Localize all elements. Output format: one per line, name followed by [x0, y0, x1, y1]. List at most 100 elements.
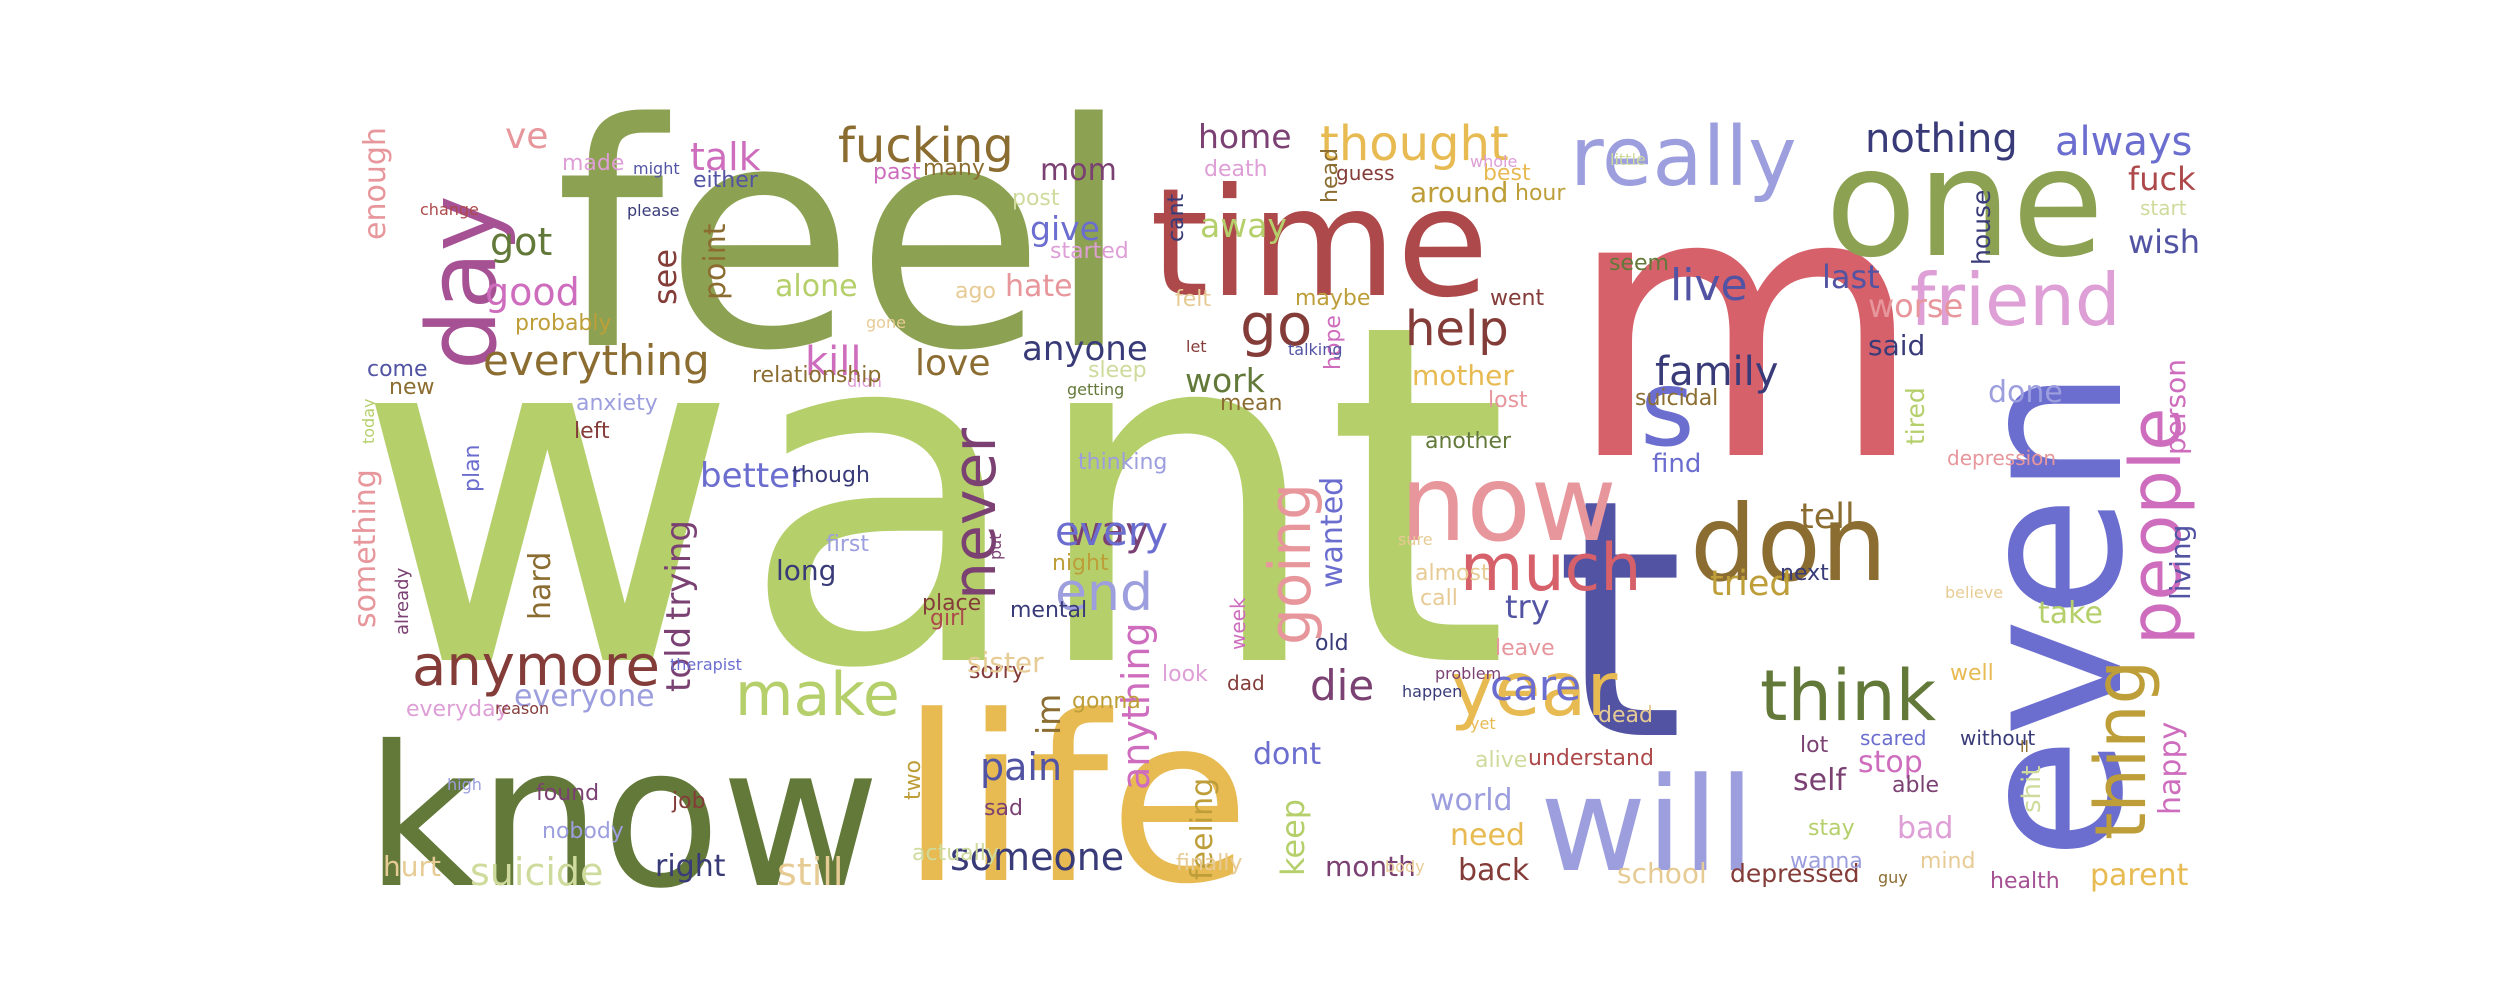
- word-even: even: [1935, 369, 2168, 860]
- word-enough: enough: [358, 127, 393, 240]
- word-work: work: [1185, 361, 1266, 400]
- word-high: high: [447, 775, 482, 794]
- word-next: next: [1780, 561, 1829, 586]
- word-don: don: [1690, 483, 1887, 605]
- word-parent: parent: [2090, 858, 2189, 893]
- word-finally: finally: [1176, 851, 1243, 876]
- word-tell: tell: [1800, 497, 1855, 537]
- word-m: m: [1565, 113, 1925, 543]
- word-plan: plan: [460, 444, 485, 492]
- word-started: started: [1050, 239, 1129, 264]
- word-alive: alive: [1475, 748, 1527, 773]
- word-nothing: nothing: [1865, 116, 2018, 162]
- word-feeling: feeling: [1185, 778, 1220, 880]
- word-today: today: [359, 399, 378, 445]
- word-able: able: [1892, 773, 1939, 798]
- word-month: month: [1325, 850, 1416, 883]
- word-try: try: [1505, 588, 1550, 626]
- word-body: body: [1385, 857, 1425, 876]
- word-week: week: [1226, 597, 1250, 650]
- word-away: away: [1200, 206, 1287, 245]
- word-scared: scared: [1860, 726, 1926, 750]
- word-ve: ve: [505, 116, 548, 157]
- word-everyone: everyone: [514, 679, 655, 714]
- word-everything: everything: [483, 336, 710, 385]
- word-now: now: [1400, 443, 1617, 565]
- word-never: never: [940, 428, 1010, 600]
- word-right: right: [655, 849, 726, 884]
- word-guess: guess: [1336, 161, 1395, 185]
- word-got: got: [490, 220, 552, 264]
- word-gonna: gonna: [1072, 689, 1141, 714]
- word-said: said: [1868, 329, 1925, 362]
- word-getting: getting: [1067, 380, 1124, 399]
- word-house: house: [1967, 190, 1996, 265]
- word-sister: sister: [967, 646, 1044, 679]
- word-change: change: [420, 200, 479, 219]
- word-went: went: [1490, 286, 1544, 311]
- word-head: head: [1318, 148, 1343, 203]
- word-home: home: [1198, 117, 1292, 156]
- word-anything: anything: [1114, 622, 1158, 790]
- word-probably: probably: [515, 311, 612, 336]
- word-sure: sure: [1398, 530, 1433, 549]
- word-someone: someone: [950, 835, 1124, 879]
- word-didn: didn: [847, 372, 882, 391]
- word-sorry: sorry: [969, 659, 1025, 684]
- word-really: really: [1570, 110, 1797, 205]
- word-good: good: [485, 270, 580, 314]
- word-told: told: [659, 627, 699, 692]
- word-health: health: [1990, 869, 2060, 894]
- word-death: death: [1204, 157, 1268, 182]
- word-first: first: [826, 532, 869, 557]
- word-trying: trying: [659, 520, 699, 620]
- word-point: point: [698, 223, 733, 300]
- word-im: im: [1029, 694, 1068, 735]
- word-fucking: fucking: [838, 118, 1014, 174]
- word-friend: friend: [1910, 258, 2121, 342]
- word-talking: talking: [1288, 340, 1343, 359]
- word-actually: actually: [912, 841, 999, 866]
- word-mean: mean: [1220, 391, 1282, 416]
- word-way: way: [1068, 509, 1149, 555]
- word-kill: kill: [805, 339, 862, 385]
- word-might: might: [633, 159, 680, 178]
- word-shit: shit: [2017, 766, 2047, 813]
- word-love: love: [915, 343, 990, 384]
- word-relationship: relationship: [752, 363, 881, 388]
- word-put: put: [986, 533, 1005, 560]
- word-understand: understand: [1528, 746, 1654, 771]
- word-whole: whole: [1470, 152, 1517, 171]
- word-suicide: suicide: [470, 850, 603, 894]
- word-left: left: [574, 419, 610, 444]
- word-please: please: [627, 201, 679, 220]
- word-family: family: [1655, 349, 1778, 395]
- word-help: help: [1405, 301, 1509, 357]
- word-guy: guy: [1878, 868, 1908, 887]
- word-time: time: [1150, 157, 1489, 331]
- word-done: done: [1988, 375, 2063, 410]
- word-yet: yet: [1470, 714, 1496, 733]
- word-mental: mental: [1010, 598, 1087, 623]
- word-come: come: [367, 357, 428, 382]
- word-need: need: [1450, 818, 1525, 853]
- word-thinking: thinking: [1078, 450, 1167, 475]
- word-call: call: [1420, 586, 1458, 611]
- word-hope: hope: [1321, 315, 1346, 370]
- word-two: two: [901, 760, 926, 800]
- word-maybe: maybe: [1295, 286, 1370, 311]
- word-worse: worse: [1868, 287, 1963, 325]
- word-give: give: [1030, 209, 1100, 248]
- word-problem: problem: [1435, 664, 1501, 683]
- word-much: much: [1460, 531, 1641, 606]
- word-reason: reason: [495, 699, 549, 718]
- word-life: life: [900, 668, 1250, 935]
- word-dont: dont: [1253, 737, 1321, 772]
- word-hate: hate: [1005, 269, 1073, 304]
- word-person: person: [2159, 359, 2192, 455]
- word-suicidal: suicidal: [1635, 386, 1718, 411]
- word-ago: ago: [955, 279, 996, 304]
- word-go: go: [1240, 291, 1312, 359]
- word-anxiety: anxiety: [576, 391, 658, 416]
- word-think: think: [1760, 655, 1937, 737]
